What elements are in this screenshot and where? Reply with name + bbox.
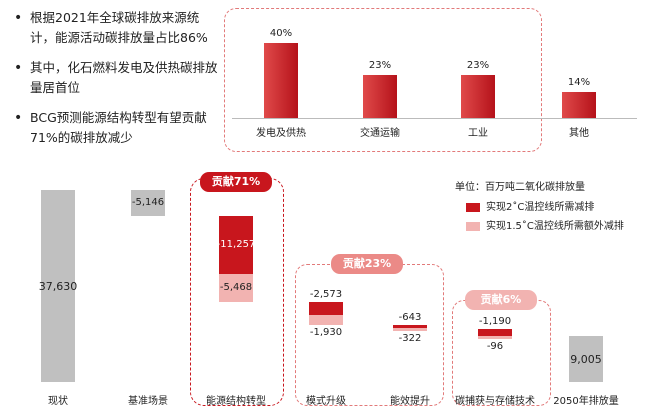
waterfall-step-label-dark: -643 — [398, 311, 422, 323]
waterfall-step-bar-dark — [131, 190, 165, 217]
waterfall-category-label: 能效提升 — [390, 396, 430, 407]
bullet-item: BCG预测能源结构转型有望贡献71%的碳排放减少 — [8, 108, 223, 148]
bullet-list: 根据2021年全球碳排放来源统计，能源活动碳排放量占比86% 其中，化石燃料发电… — [8, 8, 223, 158]
sector-category-label: 工业 — [468, 128, 488, 139]
waterfall-step-label-light: -322 — [398, 332, 422, 344]
sector-category-label: 其他 — [569, 128, 589, 139]
waterfall-step-bar-dark — [393, 324, 427, 328]
legend-label: 实现1.5˚C温控线所需额外减排 — [486, 221, 624, 232]
waterfall-step-label-dark: -5,146 — [131, 197, 165, 209]
waterfall-step-bar-dark — [219, 216, 253, 274]
legend-label: 实现2˚C温控线所需减排 — [486, 202, 595, 213]
waterfall-step-bar-light — [393, 327, 427, 331]
waterfall-step-bar-light — [478, 335, 512, 339]
sector-value-label: 14% — [567, 76, 591, 88]
badge-contribution-23: 贡献23% — [331, 254, 403, 274]
sector-bar — [264, 43, 298, 118]
sector-value-label: 23% — [368, 59, 392, 71]
legend-swatch-dark — [466, 202, 480, 212]
sector-bar — [562, 91, 596, 118]
sector-bar — [461, 74, 495, 118]
waterfall-total-label: 9,005 — [570, 353, 602, 367]
legend-item-2c: 实现2˚C温控线所需减排 — [466, 198, 594, 213]
waterfall-step-bar-light — [219, 273, 253, 302]
unit-label: 单位：百万吨二氧化碳排放量 — [455, 182, 585, 193]
waterfall-category-label: 碳捕获与存储技术 — [455, 396, 535, 407]
waterfall-step-label-dark: -1,190 — [478, 316, 512, 328]
waterfall-step-label-light: -5,468 — [219, 281, 253, 293]
sector-value-label: 23% — [466, 59, 490, 71]
waterfall-category-label: 基准场景 — [128, 396, 168, 407]
sector-category-label: 交通运输 — [360, 128, 400, 139]
waterfall-total-label: 37,630 — [38, 280, 78, 293]
sector-bar — [363, 74, 397, 118]
waterfall-step-label-dark: -2,573 — [309, 288, 343, 300]
waterfall-step-bar-dark — [309, 301, 343, 315]
waterfall-total-bar — [41, 190, 75, 382]
sector-share-chart-card — [224, 8, 542, 152]
waterfall-step-bar-light — [309, 314, 343, 325]
bullet-item: 其中，化石燃料发电及供热碳排放量居首位 — [8, 58, 223, 98]
sector-value-label: 40% — [269, 28, 293, 39]
waterfall-category-label: 2050年排放量 — [553, 396, 619, 407]
waterfall-step-label-light: -1,930 — [309, 326, 343, 338]
legend-swatch-light — [466, 221, 480, 231]
waterfall-category-label: 现状 — [48, 396, 68, 407]
sector-category-label: 发电及供热 — [256, 128, 306, 139]
legend-item-1-5c: 实现1.5˚C温控线所需额外减排 — [466, 217, 624, 232]
badge-contribution-71: 贡献71% — [200, 172, 272, 192]
waterfall-category-label: 模式升级 — [306, 396, 346, 407]
sector-axis-line — [232, 118, 637, 119]
waterfall-category-label: 能源结构转型 — [206, 396, 266, 407]
waterfall-step-bar-dark — [478, 329, 512, 336]
waterfall-step-label-light: -96 — [486, 340, 504, 352]
bullet-item: 根据2021年全球碳排放来源统计，能源活动碳排放量占比86% — [8, 8, 223, 48]
badge-contribution-6: 贡献6% — [465, 290, 537, 310]
waterfall-step-label-dark: -11,257 — [216, 238, 256, 250]
waterfall-total-bar — [569, 336, 603, 382]
